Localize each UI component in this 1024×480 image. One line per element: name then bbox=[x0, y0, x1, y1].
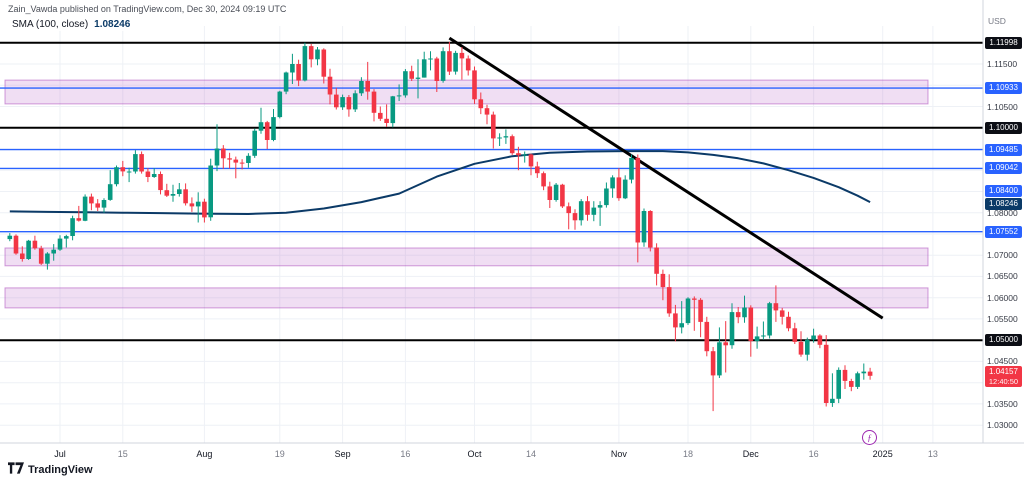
price-level-badge[interactable]: 1.08246 bbox=[985, 198, 1022, 211]
price-tick-label: 1.10500 bbox=[987, 101, 1018, 112]
time-tick-label: Sep bbox=[334, 449, 351, 459]
price-level-badge[interactable]: 1.09485 bbox=[985, 143, 1022, 156]
time-tick-label: 14 bbox=[525, 449, 537, 459]
sma-line[interactable] bbox=[9, 150, 871, 215]
price-tick-label: 1.04500 bbox=[987, 356, 1018, 367]
trendline-drawing[interactable] bbox=[448, 36, 884, 320]
price-tick-label: 1.06000 bbox=[987, 292, 1018, 303]
time-tick-label: 16 bbox=[808, 449, 819, 459]
price-tick-label: 1.05500 bbox=[987, 313, 1018, 324]
price-tick-label: 1.03500 bbox=[987, 398, 1018, 409]
time-tick-label: Nov bbox=[610, 449, 627, 459]
tradingview-logo-icon bbox=[8, 462, 24, 477]
price-tick-label: 1.08000 bbox=[987, 207, 1018, 218]
time-tick-label: Dec bbox=[742, 449, 759, 459]
price-level-badge[interactable]: 1.11998 bbox=[985, 36, 1022, 49]
time-tick-label: 19 bbox=[274, 449, 285, 459]
bar-countdown: 12:40:50 bbox=[988, 376, 1019, 386]
indicator-legend[interactable]: SMA (100, close) 1.08246 bbox=[8, 18, 135, 31]
time-tick-label: Aug bbox=[196, 449, 213, 459]
time-tick-label: 18 bbox=[682, 449, 694, 459]
indicator-name: SMA (100, close) bbox=[12, 19, 89, 30]
price-level-badge[interactable]: 1.10933 bbox=[985, 82, 1022, 95]
time-tick-label: Oct bbox=[467, 449, 482, 459]
price-tick-label: 1.11500 bbox=[987, 59, 1018, 69]
supply-demand-zone[interactable] bbox=[4, 247, 929, 267]
time-tick-label: 13 bbox=[927, 449, 938, 459]
economic-event-icon[interactable]: ƒ bbox=[862, 430, 877, 445]
price-level-badge[interactable]: 1.09042 bbox=[985, 162, 1022, 175]
last-price-badge[interactable]: 1.04157 12:40:50 bbox=[985, 366, 1022, 387]
attribution-text: Zain_Vawda published on TradingView.com,… bbox=[8, 4, 287, 14]
last-price-value: 1.04157 bbox=[989, 367, 1018, 376]
time-tick-label: 15 bbox=[117, 449, 128, 459]
supply-demand-zone[interactable] bbox=[4, 79, 929, 105]
tradingview-logo[interactable]: TradingView bbox=[8, 462, 93, 477]
time-tick-label: 16 bbox=[400, 449, 411, 459]
price-tick-label: 1.03000 bbox=[987, 420, 1018, 431]
price-tick-label: 1.07000 bbox=[987, 250, 1018, 261]
price-tick-label: 1.06500 bbox=[987, 271, 1018, 282]
supply-demand-zone[interactable] bbox=[4, 287, 929, 309]
price-level-badge[interactable]: 1.10000 bbox=[985, 121, 1022, 134]
time-tick-label: 2025 bbox=[872, 449, 893, 459]
price-level-badge[interactable]: 1.07552 bbox=[985, 225, 1022, 238]
tradingview-logo-text: TradingView bbox=[28, 463, 93, 476]
time-tick-label: Jul bbox=[54, 449, 66, 459]
candles[interactable] bbox=[7, 41, 873, 412]
indicator-value: 1.08246 bbox=[94, 19, 131, 30]
currency-label: USD bbox=[988, 16, 1006, 26]
price-level-badge[interactable]: 1.08400 bbox=[985, 184, 1022, 197]
price-level-badge[interactable]: 1.05000 bbox=[985, 334, 1022, 347]
